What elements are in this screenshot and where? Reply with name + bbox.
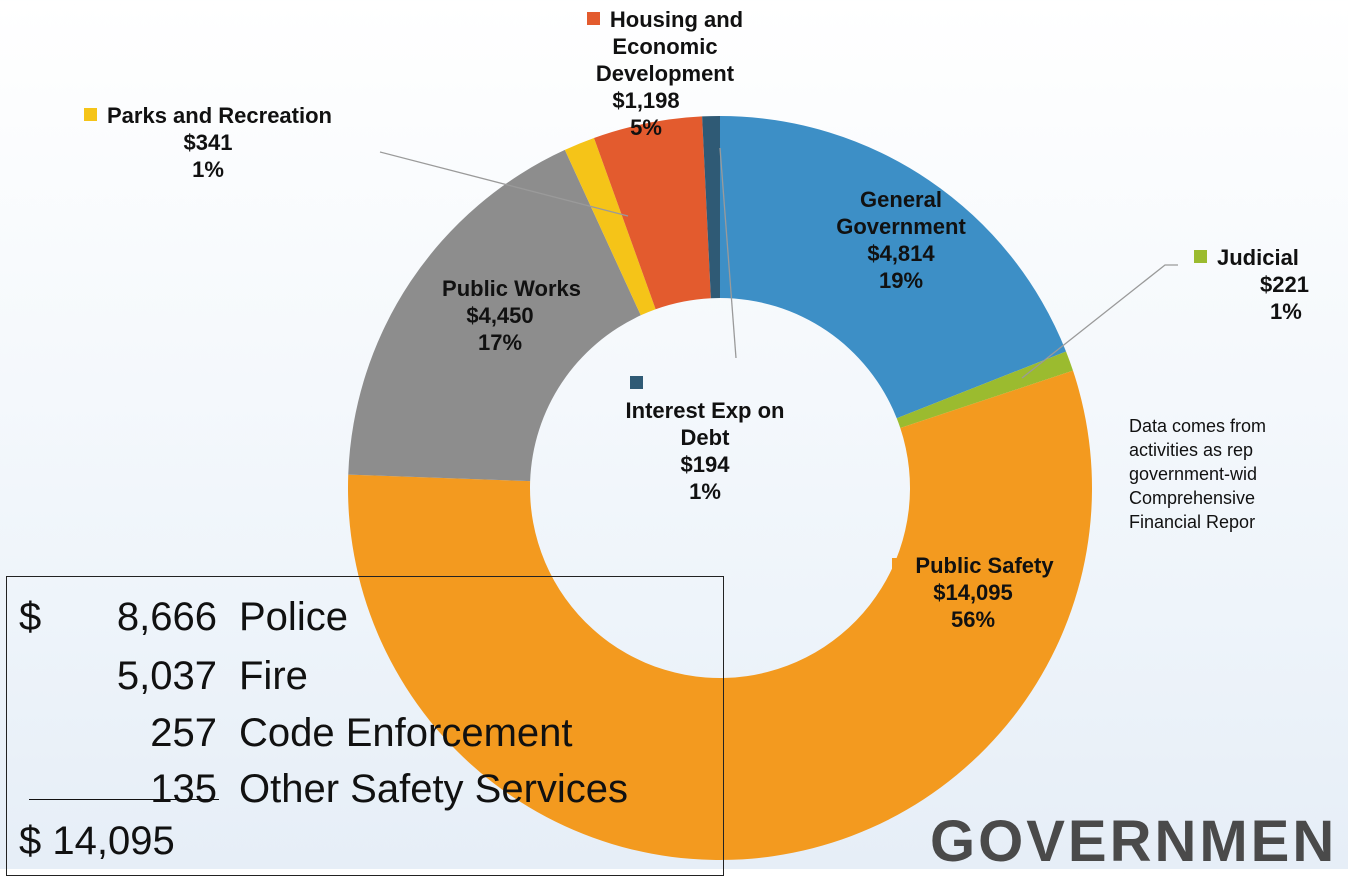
label-judicial: Judicial $221 1% — [1180, 244, 1340, 325]
label-general-government: General Government $4,814 19% — [738, 179, 1006, 294]
label-interest-name-2: Debt — [680, 425, 730, 450]
legend-swatch-interest — [630, 376, 643, 389]
section-heading: GOVERNMEN — [930, 809, 1338, 874]
donut-slice-general-government — [720, 116, 1067, 419]
donut-slice-public-safety — [347, 370, 1092, 861]
label-housing-name-3: Development — [595, 61, 735, 86]
label-general-government-value: $4,814 — [867, 241, 935, 266]
label-parks: Parks and Recreation $341 1% — [8, 102, 408, 183]
legend-swatch-public-safety — [892, 558, 906, 571]
label-interest-name-1: Interest Exp on — [625, 398, 785, 423]
breakdown-row-fire: 5,037 Fire — [7, 654, 723, 698]
label-public-safety-pct: 56% — [950, 607, 996, 632]
label-housing-value: $1,198 — [612, 88, 680, 113]
label-housing-name-1: Housing and — [609, 7, 744, 32]
leader-line-interest — [719, 147, 737, 359]
data-source-note: Data comes from activities as rep govern… — [1129, 416, 1267, 532]
donut-slice-public-works — [348, 149, 641, 482]
donut-slice-interest — [702, 116, 720, 299]
breakdown-row-other-safety: 135 Other Safety Services — [7, 767, 723, 811]
legend-swatch-housing — [586, 12, 600, 25]
label-public-works-value: $4,450 — [466, 303, 534, 328]
breakdown-amount: 257 — [150, 711, 217, 755]
label-public-works-name: Public Works — [442, 276, 581, 301]
label-public-safety-name: Public Safety — [915, 553, 1054, 578]
label-general-government-pct: 19% — [878, 268, 924, 293]
public-safety-breakdown: $ 8,666 Police 5,037 Fire 257 Code Enfor… — [6, 576, 724, 876]
breakdown-total-rule — [29, 799, 219, 800]
label-housing-pct: 5% — [630, 115, 662, 140]
label-interest: Interest Exp on Debt $194 1% — [626, 370, 930, 505]
legend-swatch-general-government — [738, 179, 751, 192]
label-public-safety: Public Safety $14,095 56% — [848, 552, 1098, 633]
label-parks-name: Parks and Recreation — [107, 103, 332, 128]
leader-lines — [379, 147, 1178, 379]
donut-slices — [347, 116, 1092, 861]
breakdown-amount: 8,666 — [116, 595, 217, 639]
leader-line-parks — [379, 151, 629, 217]
breakdown-currency: $ — [19, 595, 42, 639]
label-parks-value: $341 — [183, 130, 233, 155]
label-parks-pct: 1% — [192, 157, 224, 182]
donut-slice-parks — [564, 137, 656, 316]
breakdown-row-police: $ 8,666 Police — [7, 595, 723, 639]
donut-slice-housing — [594, 116, 711, 310]
label-housing-name-2: Economic — [612, 34, 718, 59]
breakdown-amount: 5,037 — [116, 654, 217, 698]
donut-slice-judicial — [896, 351, 1073, 429]
label-public-safety-value: $14,095 — [933, 580, 1013, 605]
label-judicial-name: Judicial — [1217, 245, 1299, 270]
legend-swatch-parks — [84, 108, 97, 121]
breakdown-row-code-enforcement: 257 Code Enforcement — [7, 711, 723, 755]
label-interest-value: $194 — [680, 452, 730, 477]
label-public-works-pct: 17% — [477, 330, 523, 355]
breakdown-total-value: $ 14,095 — [19, 819, 175, 863]
breakdown-name: Other Safety Services — [239, 767, 629, 811]
breakdown-name: Fire — [239, 654, 308, 698]
label-interest-pct: 1% — [689, 479, 721, 504]
leader-line-judicial — [1021, 264, 1178, 379]
label-general-government-name: General Government — [836, 187, 966, 239]
breakdown-amount: 135 — [150, 767, 217, 811]
breakdown-total: $ 14,095 — [19, 819, 175, 863]
breakdown-name: Code Enforcement — [239, 711, 573, 755]
legend-swatch-judicial — [1194, 250, 1207, 263]
legend-swatch-public-works — [419, 281, 433, 294]
label-public-works: Public Works $4,450 17% — [380, 275, 620, 356]
breakdown-name: Police — [239, 595, 348, 639]
label-judicial-pct: 1% — [1270, 299, 1302, 324]
label-judicial-value: $221 — [1260, 272, 1309, 297]
label-housing: Housing and Economic Development $1,198 … — [545, 6, 785, 141]
